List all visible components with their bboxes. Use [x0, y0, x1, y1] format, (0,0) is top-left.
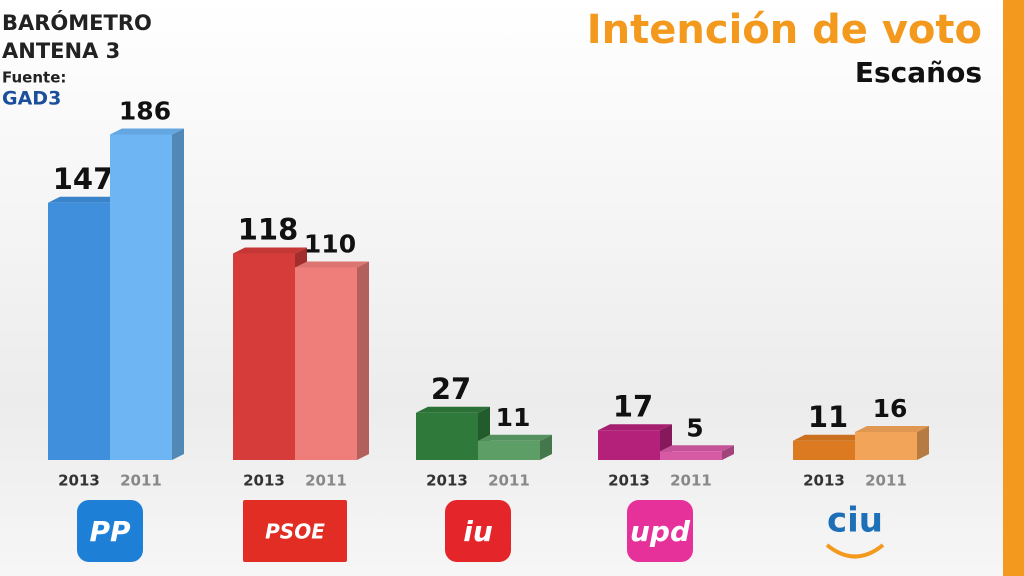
logo-box	[77, 500, 143, 562]
side-stripe	[1003, 0, 1024, 576]
source: GAD3	[2, 88, 61, 110]
chart-subtitle: Escaños	[855, 56, 982, 89]
source-label: Fuente:	[2, 69, 66, 87]
bar	[48, 202, 110, 460]
party-logo: iu	[463, 515, 493, 548]
series-label: 2011	[488, 472, 530, 490]
bar	[416, 412, 478, 460]
bar-top	[598, 424, 672, 431]
data-label: 147	[53, 162, 114, 196]
bar	[855, 432, 917, 460]
logo-smile	[825, 543, 885, 559]
series-label: 2013	[426, 472, 468, 490]
bar	[598, 430, 660, 460]
data-label: 118	[238, 213, 299, 247]
data-label: 186	[119, 97, 171, 126]
series-label: 2013	[58, 472, 100, 490]
series-label: 2013	[243, 472, 285, 490]
party-logo: PP	[89, 515, 131, 548]
data-label: 5	[686, 413, 703, 442]
series-label: 2011	[305, 472, 347, 490]
bar	[793, 440, 855, 460]
logo-box	[445, 500, 511, 562]
bar-top	[233, 247, 307, 254]
data-label: 110	[304, 230, 356, 259]
bar	[233, 253, 295, 460]
bar-side	[172, 128, 184, 460]
chart-title: Intención de voto	[587, 7, 982, 53]
series-label: 2011	[120, 472, 162, 490]
header-line: BARÓMETRO	[2, 10, 152, 35]
data-label: 17	[613, 389, 653, 423]
data-label: 11	[808, 400, 848, 434]
bar-side	[917, 426, 929, 460]
bar-top	[660, 445, 734, 452]
data-label: 11	[496, 403, 531, 432]
party-logo: ciu	[827, 501, 883, 541]
bar-top	[295, 261, 369, 268]
bar-top	[416, 406, 490, 413]
bar-side	[357, 261, 369, 460]
header-line: ANTENA 3	[2, 39, 120, 63]
bar-side	[722, 445, 734, 460]
series-label: 2013	[803, 472, 845, 490]
series-label: 2013	[608, 472, 650, 490]
bar-top	[793, 434, 867, 441]
bar-top	[110, 128, 184, 135]
party-logo: upd	[630, 515, 691, 548]
series-label: 2011	[865, 472, 907, 490]
party-logo: PSOE	[265, 520, 325, 544]
bar	[478, 440, 540, 460]
logo-box	[243, 500, 347, 562]
bar	[295, 267, 357, 460]
series-label: 2011	[670, 472, 712, 490]
bar-top	[48, 196, 122, 203]
data-label: 27	[431, 372, 471, 406]
bar	[660, 451, 722, 460]
data-label: 16	[873, 394, 908, 423]
bar-top	[478, 434, 552, 441]
bar-top	[855, 426, 929, 432]
bar-side	[540, 434, 552, 460]
bar	[110, 134, 172, 460]
logo-box	[627, 500, 693, 562]
